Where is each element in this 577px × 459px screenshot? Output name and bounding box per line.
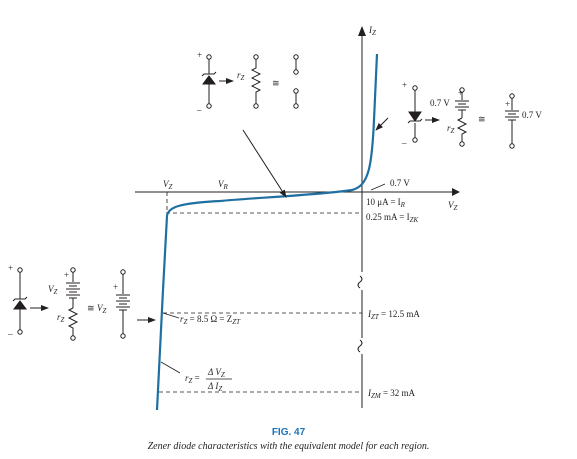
y-axis-label: IZ [368,25,376,37]
x-axis-arrowhead [452,188,460,196]
left-rz-label: rZ [57,312,65,324]
fwd-v1-label: 0.7 V [430,98,450,108]
left-simple-terminal-bottom [120,333,126,339]
left-model-terminal-top [70,267,76,273]
top-terminal-plus [206,54,212,60]
rz-formula-numerator: Δ VZ [207,367,225,379]
top-zener-bar [201,71,217,77]
left-approx-symbol: ≅ [87,303,95,313]
fwd-terminal-minus [412,137,418,143]
fwd-simple-terminal-bottom [509,143,515,149]
left-model-plus: + [8,263,13,273]
left-plus-model: + [64,270,69,280]
fwd-simple-plus: + [505,99,510,109]
top-open-terminal-1 [293,54,299,60]
left-model-terminal-bottom [70,335,76,341]
izk-label: 0.25 mA = IZK [366,212,418,224]
forward-equivalent-model: + – ≅ [401,80,519,149]
fwd-model-plus: + [402,80,407,90]
top-open-terminal-4 [293,103,299,109]
izt-label: IZT = 12.5 mA [367,309,420,321]
top-equivalent-model: + – ≅ [196,50,299,115]
knee-pointer [370,183,386,191]
left-simple-plus: + [113,282,118,292]
reverse-current-label: 10 μA = IR [366,197,406,209]
fwd-diode [408,111,422,122]
left-vz2-label: VZ [97,303,107,315]
fwd-model-minus: – [401,138,407,148]
fwd-resistor [456,117,468,142]
left-equivalent-model: + – ≅ [7,263,156,341]
rz-formula-label: rZ = [185,373,200,385]
top-model-minus: – [196,105,202,115]
figure-caption: Zener diode characteristics with the equ… [148,441,430,452]
left-terminal-minus [17,329,23,335]
top-approx-symbol: ≅ [272,78,280,88]
left-model-minus: – [7,329,13,339]
fwd-plus-top: + [458,88,463,98]
izm-label: IZM = 32 mA [367,388,416,400]
rz-ohm-pointer [162,312,180,319]
rz-ohm-label: rZ = 8.5 Ω = ZZT [180,314,241,326]
top-model-plus: + [197,50,202,60]
x-axis-label: VZ [448,200,458,212]
fwd-diode-bar [407,118,423,124]
vr-top-label: VR [218,179,229,191]
top-resistor-terminal-bottom [253,103,259,109]
fwd-model-terminal-bottom [459,141,465,147]
fwd-approx-symbol: ≅ [478,114,486,124]
left-resistor [67,307,79,336]
knee-voltage-label: 0.7 V [390,178,410,188]
fwd-simple-terminal-top [509,93,515,99]
top-resistor [250,59,262,104]
rz-formula-pointer [160,361,181,374]
dashed-guides [159,192,362,393]
left-simple-terminal-top [120,269,126,275]
left-vz-label: VZ [48,284,58,296]
top-terminal-minus [206,103,212,109]
y-axis-break-2 [357,339,363,353]
rz-formula-denominator: Δ IZ [207,381,222,393]
left-zener-bar [12,296,28,302]
fwd-model-pointer [375,117,389,131]
fwd-terminal-plus [412,85,418,91]
top-model-rz-label: rZ [237,70,245,82]
left-terminal-plus [17,267,23,273]
vz-top-label: VZ [163,179,173,191]
zener-characteristic-curve [155,53,379,411]
top-zener-diode [202,75,216,85]
left-zener-diode [13,300,27,310]
top-resistor-terminal-top [253,54,259,60]
fwd-rz-label: rZ [447,123,455,135]
axes [135,26,460,408]
top-open-terminal-3 [293,88,299,94]
top-open-terminal-2 [293,69,299,75]
fwd-v2-label: 0.7 V [522,110,542,120]
y-axis-arrowhead [358,26,366,36]
top-model-pointer [242,129,287,198]
y-axis-break-1 [357,275,363,289]
figure-number: FIG. 47 [272,427,306,438]
